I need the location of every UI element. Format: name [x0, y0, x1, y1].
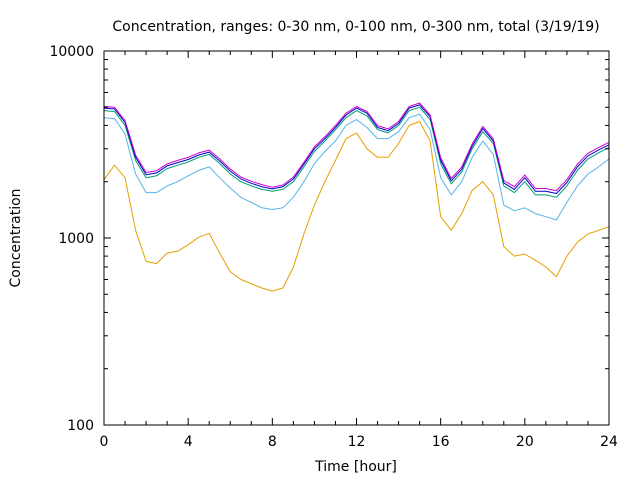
- x-tick-label: 24: [600, 434, 618, 450]
- series-line-1: [103, 121, 610, 292]
- x-axis-label: Time [hour]: [314, 459, 397, 475]
- series-line-3: [103, 106, 610, 198]
- x-tick-label: 0: [100, 434, 109, 450]
- series-line-4: [103, 104, 610, 194]
- tick-layer: 0 4 8 12 16 20 24 100 1000 10000: [49, 44, 618, 450]
- x-tick-label: 12: [348, 434, 366, 450]
- x-tick-label: 20: [516, 434, 534, 450]
- y-tick-label: 1000: [58, 231, 94, 247]
- y-axis-label: Concentration: [8, 188, 24, 287]
- plot-frame: [103, 50, 610, 426]
- x-tick-label: 4: [184, 434, 193, 450]
- series-line-5: [103, 102, 610, 192]
- series-layer: [103, 102, 610, 292]
- y-tick-label: 10000: [49, 44, 94, 60]
- x-tick-label: 16: [432, 434, 450, 450]
- series-line-2: [103, 113, 610, 221]
- x-tick-label: 8: [268, 434, 277, 450]
- y-tick-label: 100: [67, 418, 94, 434]
- chart-title: Concentration, ranges: 0-30 nm, 0-100 nm…: [112, 19, 599, 35]
